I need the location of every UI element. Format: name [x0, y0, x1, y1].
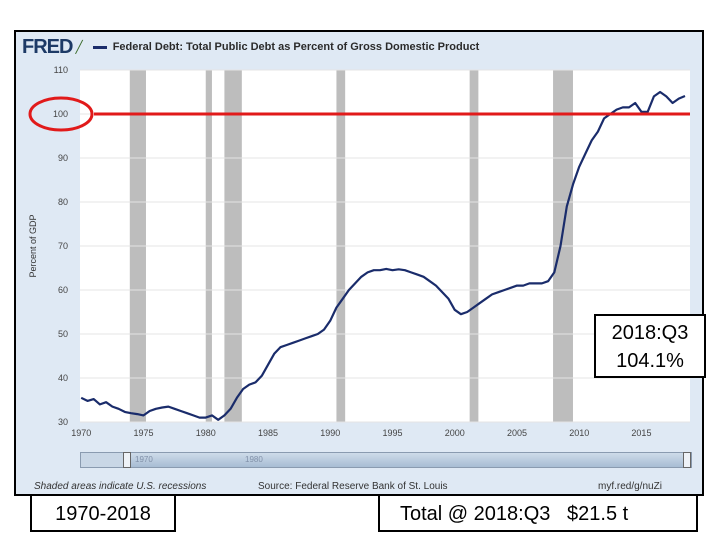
- y-axis-label: Percent of GDP: [28, 214, 38, 277]
- navigator-left-handle[interactable]: [123, 452, 131, 468]
- navigator-label: 1970: [135, 455, 153, 464]
- x-tick-label: 2000: [445, 428, 465, 438]
- source-note: Source: Federal Reserve Bank of St. Loui…: [258, 481, 448, 492]
- y-tick-label: 100: [53, 109, 68, 119]
- x-tick-label: 2005: [507, 428, 527, 438]
- chart-line-icon: ╱: [75, 40, 83, 54]
- y-tick-label: 90: [58, 153, 68, 163]
- y-tick-label: 70: [58, 241, 68, 251]
- callout-period: 2018:Q3: [611, 322, 689, 344]
- chart-title: Federal Debt: Total Public Debt as Perce…: [112, 41, 480, 53]
- y-tick-label: 40: [58, 373, 68, 383]
- navigator-right-handle[interactable]: [683, 452, 691, 468]
- x-tick-label: 2010: [569, 428, 589, 438]
- y-tick-label: 80: [58, 197, 68, 207]
- short-url[interactable]: myf.red/g/nuZi: [598, 481, 662, 492]
- x-tick-label: 1990: [320, 428, 340, 438]
- recessions-note: Shaded areas indicate U.S. recessions: [34, 481, 207, 492]
- range-navigator[interactable]: 1970 1980: [80, 452, 692, 468]
- highlight-circle: [28, 96, 94, 132]
- x-tick-label: 1975: [133, 428, 153, 438]
- y-tick-label: 30: [58, 417, 68, 427]
- legend-line-swatch: [92, 45, 107, 49]
- total-debt-badge: Total @ 2018:Q3 $21.5 t: [378, 494, 698, 532]
- x-tick-label: 2015: [631, 428, 651, 438]
- fred-logo: FRED: [22, 35, 73, 58]
- y-tick-label: 110: [54, 65, 68, 75]
- range-badge: 1970-2018: [30, 494, 176, 532]
- callout-value: 104.1%: [616, 350, 684, 372]
- x-tick-label: 1970: [71, 428, 91, 438]
- y-tick-label: 50: [58, 329, 68, 339]
- x-tick-label: 1980: [196, 428, 216, 438]
- x-tick-label: 1995: [382, 428, 402, 438]
- y-tick-label: 60: [58, 285, 68, 295]
- navigator-range-fill: [125, 453, 691, 467]
- chart-header: FRED ╱ Federal Debt: Total Public Debt a…: [22, 36, 479, 58]
- latest-value-callout: 2018:Q3 104.1%: [594, 314, 706, 378]
- debt-series-line: [80, 90, 686, 421]
- x-tick-label: 1985: [258, 428, 278, 438]
- navigator-label: 1980: [245, 455, 263, 464]
